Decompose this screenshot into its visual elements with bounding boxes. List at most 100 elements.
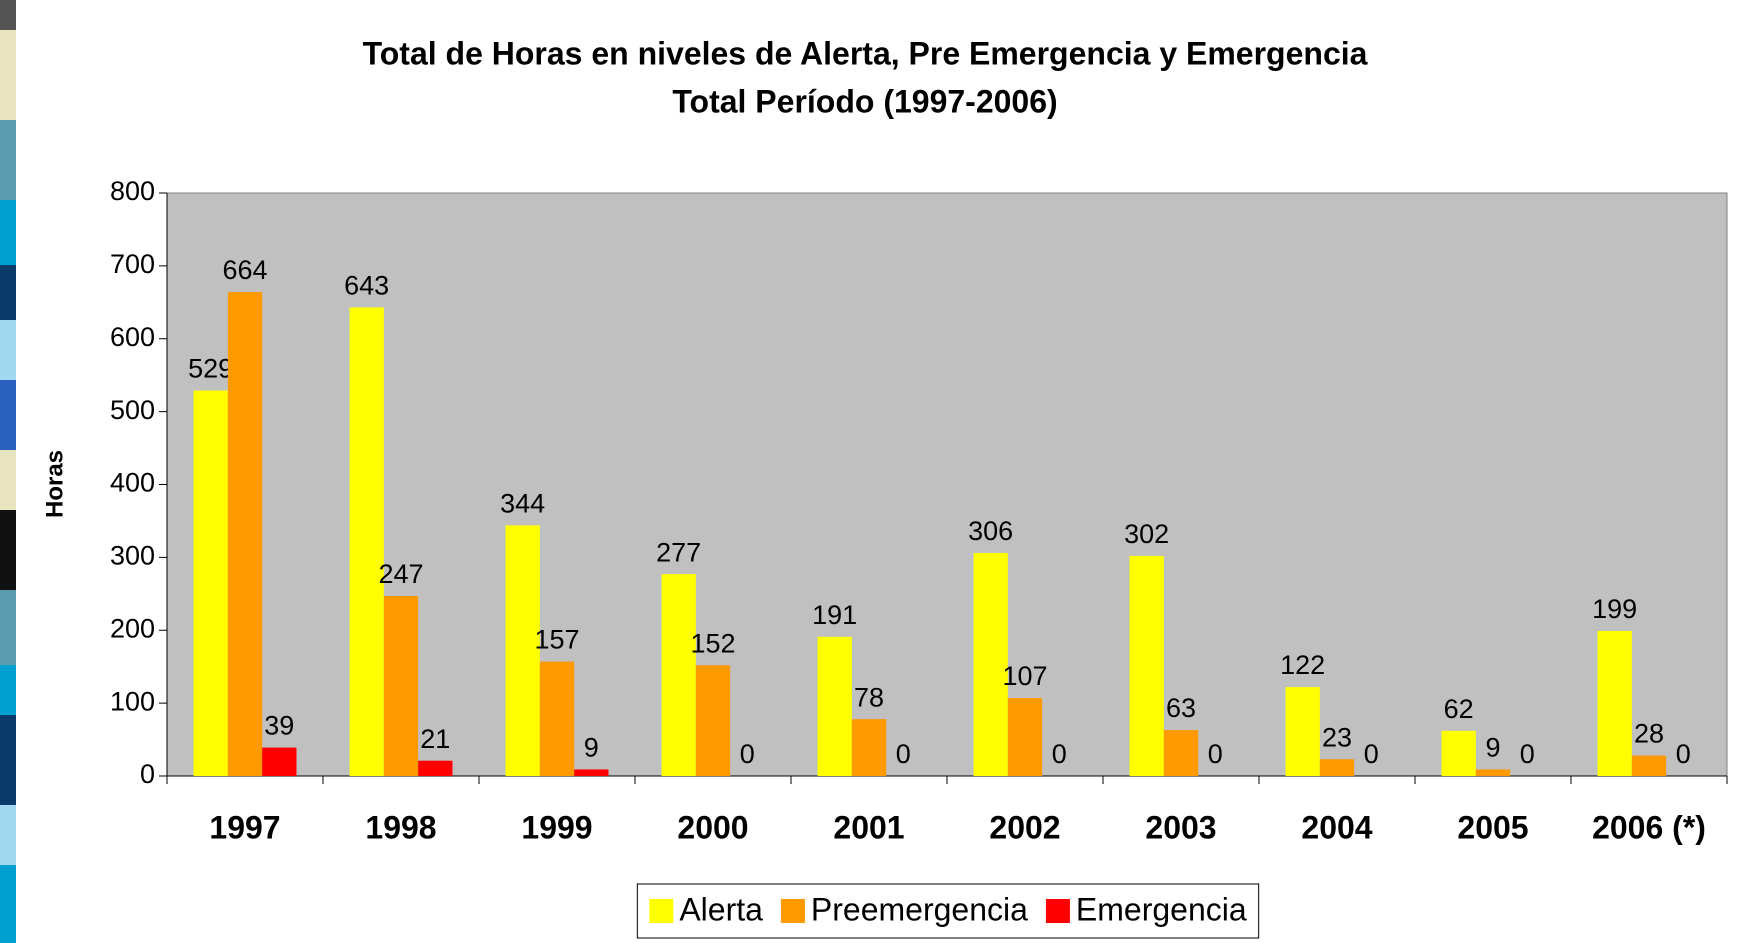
strip-block [0, 510, 16, 590]
x-tick-label: 2002 [989, 809, 1060, 845]
data-label: 0 [1520, 739, 1535, 769]
bar [695, 665, 731, 776]
strip-block [0, 120, 16, 200]
legend-swatch [1045, 899, 1070, 923]
plot-area [166, 192, 1728, 777]
bar [661, 574, 696, 776]
bar [539, 661, 575, 776]
data-label: 643 [344, 271, 389, 301]
bar [851, 719, 887, 776]
bar [1319, 759, 1355, 776]
y-tick-label: 400 [110, 468, 155, 498]
data-label: 107 [1002, 661, 1047, 691]
bar [1475, 769, 1511, 776]
data-label: 529 [188, 354, 233, 384]
data-label: 302 [1124, 519, 1169, 549]
bar [574, 769, 609, 776]
bar [1163, 730, 1199, 776]
y-axis-title: Horas [41, 450, 68, 518]
strip-block [0, 450, 16, 510]
data-label: 157 [534, 625, 579, 655]
bar [1631, 755, 1667, 776]
x-tick-label: 1999 [521, 809, 592, 845]
x-tick-label: 1997 [209, 809, 280, 845]
data-label: 0 [1208, 739, 1223, 769]
x-tick-label: 2001 [833, 809, 904, 845]
bar [349, 307, 384, 776]
strip-block [0, 380, 16, 450]
x-tick-label: 2006 (*) [1592, 809, 1706, 845]
chart-subtitle: Total Período (1997-2006) [672, 83, 1057, 119]
legend: Alerta Preemergencia Emergencia [636, 883, 1260, 939]
strip-block [0, 30, 16, 120]
bar [418, 760, 453, 776]
data-label: 247 [378, 559, 423, 589]
bar [227, 292, 263, 776]
data-label: 78 [854, 682, 884, 712]
legend-label: Preemergencia [811, 891, 1028, 927]
x-tick-label: 2004 [1301, 809, 1372, 845]
data-label: 199 [1592, 594, 1637, 624]
bar [973, 553, 1008, 776]
legend-box [636, 883, 1260, 939]
data-label: 306 [968, 516, 1013, 546]
bar [1441, 730, 1476, 776]
data-label: 664 [222, 255, 267, 285]
data-label: 152 [690, 628, 735, 658]
data-label: 23 [1322, 722, 1352, 752]
bar [505, 525, 540, 776]
legend-swatch [649, 899, 674, 923]
strip-block [0, 590, 16, 665]
bar [1007, 698, 1043, 776]
strip-block [0, 715, 16, 805]
x-tick-label: 2003 [1145, 809, 1216, 845]
y-tick-label: 800 [110, 176, 155, 206]
data-label: 9 [584, 733, 599, 763]
data-label: 277 [656, 537, 701, 567]
bar [817, 636, 852, 776]
x-tick-label: 2005 [1457, 809, 1528, 845]
y-tick-label: 100 [110, 686, 155, 716]
data-label: 9 [1485, 733, 1500, 763]
data-label: 0 [896, 739, 911, 769]
strip-block [0, 265, 16, 320]
bar [262, 747, 297, 776]
strip-block [0, 200, 16, 265]
side-strip [0, 0, 16, 943]
data-label: 344 [500, 488, 545, 518]
x-tick-label: 1998 [365, 809, 436, 845]
data-label: 21 [420, 724, 450, 754]
data-label: 28 [1634, 719, 1664, 749]
bar [193, 390, 228, 776]
strip-block [0, 0, 16, 30]
strip-block [0, 865, 16, 943]
y-tick-label: 0 [140, 759, 155, 789]
data-label: 0 [1364, 739, 1379, 769]
legend-swatch [780, 899, 805, 923]
data-label: 63 [1166, 693, 1196, 723]
strip-block [0, 805, 16, 865]
legend-label: Alerta [679, 891, 763, 927]
data-label: 0 [1052, 739, 1067, 769]
data-label: 0 [740, 739, 755, 769]
data-label: 191 [812, 600, 857, 630]
bar [1129, 555, 1164, 776]
x-tick-label: 2000 [677, 809, 748, 845]
bar [383, 595, 419, 776]
strip-block [0, 320, 16, 380]
y-tick-label: 300 [110, 541, 155, 571]
bar [1597, 630, 1632, 776]
y-tick-label: 200 [110, 613, 155, 643]
data-label: 122 [1280, 650, 1325, 680]
y-tick-label: 500 [110, 395, 155, 425]
strip-block [0, 665, 16, 715]
y-tick-label: 700 [110, 249, 155, 279]
data-label: 39 [264, 711, 294, 741]
data-label: 0 [1676, 739, 1691, 769]
y-tick-label: 600 [110, 322, 155, 352]
data-label: 62 [1444, 694, 1474, 724]
legend-label: Emergencia [1076, 891, 1247, 927]
chart-title: Total de Horas en niveles de Alerta, Pre… [363, 35, 1368, 71]
bar [1285, 687, 1320, 776]
